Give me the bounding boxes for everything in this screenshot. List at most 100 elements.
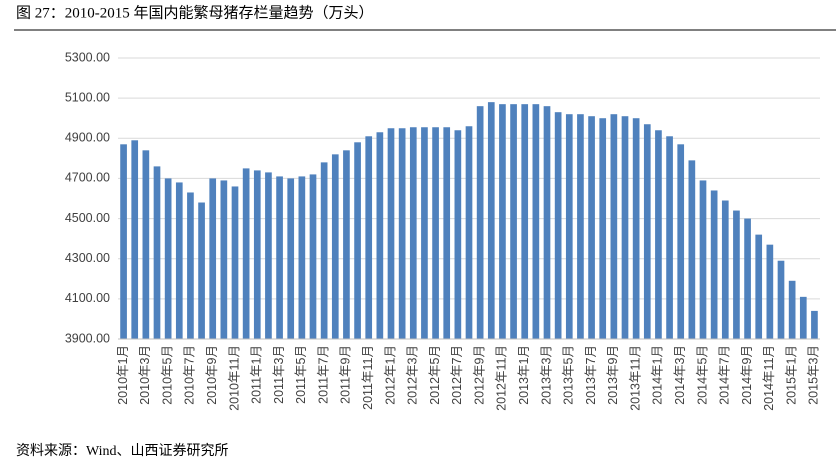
x-tick-label: 2010年11月 xyxy=(227,345,241,411)
x-tick-label: 2013年7月 xyxy=(584,345,598,405)
x-tick-label: 2011年7月 xyxy=(316,345,330,404)
bar xyxy=(242,168,250,339)
bar xyxy=(510,104,517,340)
bar xyxy=(487,102,495,340)
bar xyxy=(476,106,484,340)
bar xyxy=(766,244,774,339)
y-tick-label: 4500.00 xyxy=(65,211,110,225)
x-tick-label: 2013年11月 xyxy=(628,345,642,411)
bar xyxy=(699,180,707,339)
bar xyxy=(443,127,451,339)
x-tick-label: 2014年1月 xyxy=(651,345,665,405)
bar xyxy=(209,178,217,339)
bar xyxy=(287,178,295,339)
bar xyxy=(733,210,740,339)
bar xyxy=(532,104,540,340)
bar xyxy=(309,174,317,339)
y-tick-label: 3900.00 xyxy=(65,331,110,345)
bar xyxy=(421,127,428,339)
x-tick-label: 2011年3月 xyxy=(272,345,286,404)
bar xyxy=(688,160,696,339)
bar xyxy=(432,127,439,339)
bar xyxy=(543,106,551,340)
bar xyxy=(164,178,172,339)
x-tick-label: 2013年1月 xyxy=(517,345,531,405)
bar xyxy=(677,144,685,339)
bar xyxy=(120,144,127,339)
x-tick-label: 2010年9月 xyxy=(205,345,219,405)
chart-title: 图 27：2010-2015 年国内能繁母猪存栏量趋势（万头） xyxy=(16,4,374,21)
bar xyxy=(454,130,462,339)
bar xyxy=(354,142,361,339)
x-tick-label: 2011年9月 xyxy=(339,345,353,404)
bar xyxy=(777,260,785,339)
bar xyxy=(398,128,406,339)
x-tick-label: 2012年7月 xyxy=(450,345,464,405)
bar xyxy=(610,114,618,339)
bar xyxy=(231,186,239,339)
bar xyxy=(265,172,272,339)
bar xyxy=(621,116,629,339)
y-tick-label: 5300.00 xyxy=(65,50,110,64)
y-tick-label: 4300.00 xyxy=(65,251,110,265)
x-tick-label: 2014年7月 xyxy=(718,345,732,405)
x-tick-label: 2014年9月 xyxy=(740,345,754,405)
bar xyxy=(577,114,584,339)
bar xyxy=(409,127,417,339)
x-tick-label: 2012年9月 xyxy=(472,345,486,405)
bar xyxy=(799,296,807,339)
bar xyxy=(298,176,306,339)
y-tick-label: 4100.00 xyxy=(65,291,110,305)
bar xyxy=(187,192,194,339)
bar xyxy=(521,104,529,340)
x-tick-label: 2011年1月 xyxy=(250,345,264,404)
x-tick-label: 2015年3月 xyxy=(807,345,821,405)
x-tick-label: 2010年3月 xyxy=(138,345,152,405)
bar xyxy=(554,112,562,339)
bar xyxy=(365,136,373,339)
bar xyxy=(343,150,350,339)
x-tick-label: 2010年1月 xyxy=(116,345,130,405)
bar xyxy=(331,154,339,339)
bar xyxy=(499,104,506,340)
bar xyxy=(744,218,751,339)
x-tick-label: 2013年5月 xyxy=(562,345,576,405)
x-tick-label: 2011年11月 xyxy=(361,345,375,410)
bar xyxy=(811,310,818,339)
x-tick-label: 2011年5月 xyxy=(294,345,308,404)
x-tick-label: 2013年9月 xyxy=(606,345,620,405)
bar xyxy=(276,176,283,339)
bar xyxy=(175,182,183,339)
bar xyxy=(220,180,228,339)
bar xyxy=(465,126,473,339)
x-tick-label: 2014年3月 xyxy=(673,345,687,405)
source-note: 资料来源：Wind、山西证券研究所 xyxy=(16,443,229,459)
bar xyxy=(655,130,662,339)
bar xyxy=(131,140,139,339)
x-tick-label: 2015年1月 xyxy=(784,345,798,405)
bar xyxy=(721,200,729,339)
x-tick-label: 2012年1月 xyxy=(383,345,397,405)
x-tick-label: 2010年5月 xyxy=(160,345,174,405)
bar xyxy=(599,118,607,339)
bar xyxy=(666,136,673,339)
y-tick-label: 4900.00 xyxy=(65,131,110,145)
x-tick-label: 2013年3月 xyxy=(539,345,553,405)
x-tick-label: 2010年7月 xyxy=(183,345,197,405)
x-tick-label: 2014年5月 xyxy=(695,345,709,405)
bar xyxy=(632,118,640,339)
y-tick-label: 4700.00 xyxy=(65,171,110,185)
bar xyxy=(142,150,150,339)
bar xyxy=(376,132,384,339)
bar xyxy=(788,280,796,339)
x-tick-label: 2012年5月 xyxy=(428,345,442,405)
x-tick-label: 2014年11月 xyxy=(762,345,776,411)
bar xyxy=(153,166,161,339)
bar xyxy=(755,234,763,339)
bar xyxy=(710,190,718,339)
bar xyxy=(320,162,328,339)
bar xyxy=(565,114,573,339)
y-tick-label: 5100.00 xyxy=(65,90,110,104)
bar xyxy=(588,116,595,339)
